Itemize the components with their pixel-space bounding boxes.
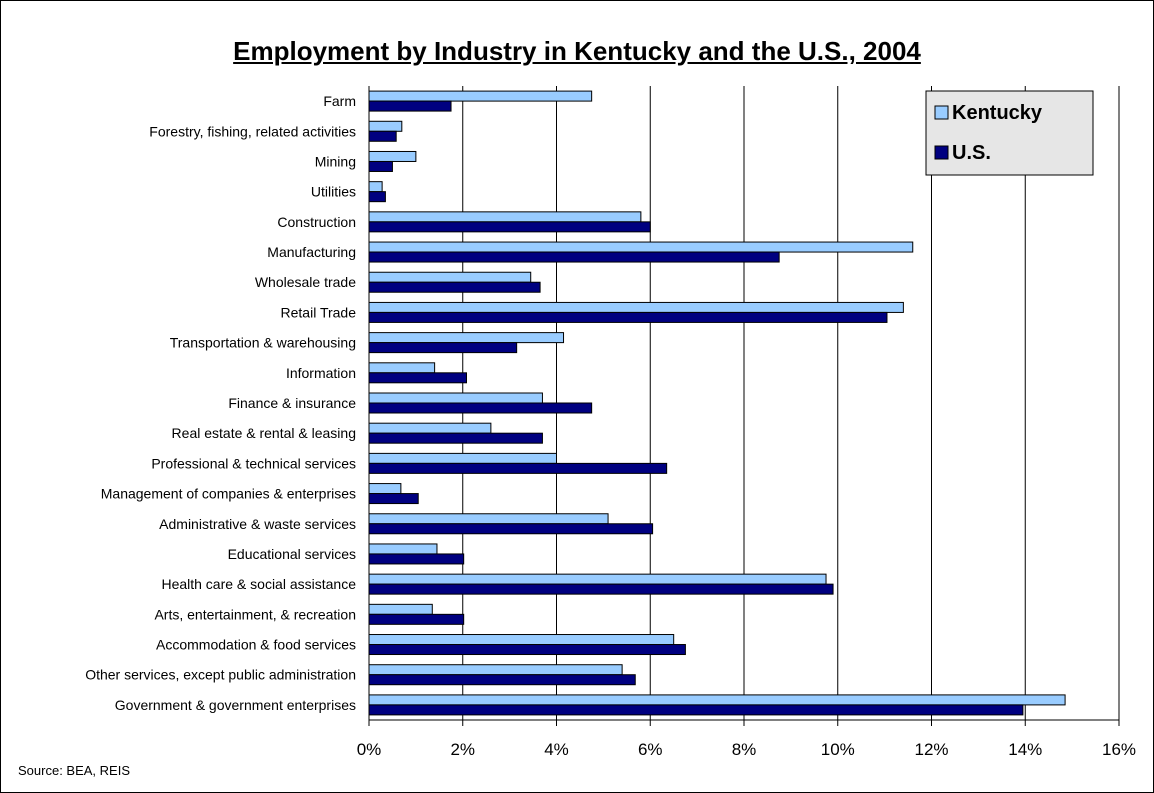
bar-us — [368, 704, 1024, 716]
bar-kentucky — [368, 150, 417, 162]
category-label: Transportation & warehousing — [170, 335, 356, 351]
legend-swatch — [934, 145, 949, 160]
bar-kentucky — [368, 241, 914, 253]
legend-label: U.S. — [952, 142, 991, 164]
category-label: Government & government enterprises — [115, 697, 356, 713]
legend-label: Kentucky — [952, 102, 1043, 124]
x-tick-label: 10% — [821, 740, 855, 759]
bar-kentucky — [368, 362, 436, 374]
bar-us — [368, 311, 888, 323]
x-tick-label: 12% — [914, 740, 948, 759]
legend-swatch — [934, 105, 949, 120]
bar-kentucky — [368, 664, 623, 676]
bar-us — [368, 613, 465, 625]
bar-kentucky — [368, 301, 904, 313]
category-label: Retail Trade — [281, 304, 357, 320]
bar-us — [368, 251, 780, 263]
source-note: Source: BEA, REIS — [18, 763, 130, 778]
x-tick-label: 14% — [1008, 740, 1042, 759]
category-label: Utilities — [311, 184, 356, 200]
bar-kentucky — [368, 452, 557, 464]
bar-kentucky — [368, 513, 609, 525]
bar-kentucky — [368, 543, 438, 555]
x-tick-label: 16% — [1102, 740, 1136, 759]
legend-box — [925, 90, 1094, 176]
bar-kentucky — [368, 332, 565, 344]
bar-kentucky — [368, 422, 492, 434]
category-label: Wholesale trade — [255, 274, 356, 290]
x-tick-label: 6% — [638, 740, 663, 759]
bar-us — [368, 462, 668, 474]
bar-kentucky — [368, 181, 383, 193]
category-label: Accommodation & food services — [156, 637, 356, 653]
bar-us — [368, 281, 541, 293]
bar-us — [368, 130, 397, 142]
bar-us — [368, 432, 543, 444]
category-label: Educational services — [228, 546, 356, 562]
bar-kentucky — [368, 634, 675, 646]
category-label: Administrative & waste services — [159, 516, 356, 532]
bar-us — [368, 644, 686, 656]
category-label: Information — [286, 365, 356, 381]
bar-us — [368, 342, 518, 354]
category-label: Forestry, fishing, related activities — [149, 123, 356, 139]
x-tick-label: 2% — [450, 740, 475, 759]
bar-us — [368, 583, 834, 595]
category-label: Finance & insurance — [228, 395, 356, 411]
bar-us — [368, 674, 636, 686]
bar-kentucky — [368, 483, 402, 495]
category-label: Professional & technical services — [151, 455, 356, 471]
bar-us — [368, 553, 465, 565]
category-label: Other services, except public administra… — [85, 667, 356, 683]
bar-kentucky — [368, 211, 642, 223]
category-label: Mining — [315, 153, 356, 169]
category-label: Construction — [277, 214, 356, 230]
category-label: Farm — [323, 93, 356, 109]
bar-us — [368, 372, 467, 384]
category-label: Management of companies & enterprises — [101, 486, 356, 502]
x-tick-label: 8% — [732, 740, 757, 759]
category-label: Arts, entertainment, & recreation — [154, 606, 356, 622]
x-tick-label: 4% — [544, 740, 569, 759]
bar-us — [368, 493, 419, 505]
category-label: Manufacturing — [267, 244, 356, 260]
bar-us — [368, 191, 386, 203]
bar-kentucky — [368, 573, 827, 585]
category-label: Real estate & rental & leasing — [172, 425, 356, 441]
bar-kentucky — [368, 90, 593, 102]
bar-us — [368, 160, 393, 172]
bar-us — [368, 402, 593, 414]
bar-us — [368, 100, 452, 112]
bar-kentucky — [368, 392, 543, 404]
chart-title: Employment by Industry in Kentucky and t… — [233, 36, 921, 66]
bar-kentucky — [368, 694, 1066, 706]
bar-kentucky — [368, 120, 403, 132]
x-tick-label: 0% — [357, 740, 382, 759]
bar-us — [368, 221, 651, 233]
bar-kentucky — [368, 603, 433, 615]
bar-kentucky — [368, 271, 532, 283]
bar-us — [368, 523, 654, 535]
category-label: Health care & social assistance — [161, 576, 356, 592]
